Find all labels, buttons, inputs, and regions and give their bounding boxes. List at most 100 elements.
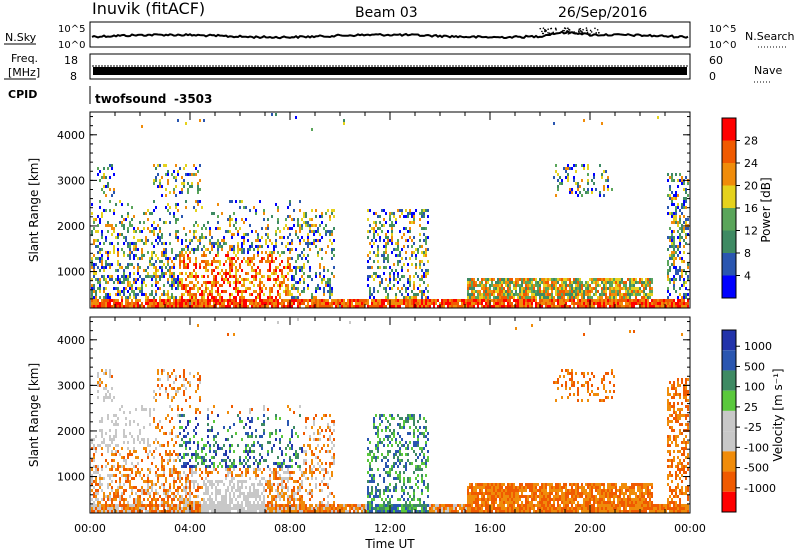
- data-cell: [113, 230, 115, 233]
- data-cell: [601, 278, 603, 281]
- data-cell: [121, 507, 123, 510]
- data-cell: [679, 293, 681, 296]
- colorbar-tick-label: 28: [744, 135, 758, 148]
- data-cell: [161, 384, 163, 387]
- data-cell: [141, 492, 143, 495]
- data-cell: [121, 299, 123, 302]
- noise-trace: [91, 27, 689, 40]
- data-cell: [229, 230, 231, 233]
- data-cell: [209, 281, 211, 284]
- data-cell: [227, 465, 229, 468]
- data-cell: [419, 212, 421, 215]
- data-cell: [207, 408, 209, 411]
- data-cell: [307, 260, 309, 263]
- data-cell: [673, 215, 675, 218]
- data-cell: [379, 215, 381, 218]
- data-cell: [275, 266, 277, 269]
- data-cell: [105, 432, 107, 435]
- data-cell: [205, 468, 207, 471]
- data-cell: [483, 293, 485, 296]
- data-cell: [159, 236, 161, 239]
- data-cell: [601, 281, 603, 284]
- data-cell: [331, 212, 333, 215]
- data-cell: [293, 218, 295, 221]
- data-cell: [145, 510, 147, 513]
- data-cell: [183, 471, 185, 474]
- data-cell: [177, 477, 179, 480]
- data-cell: [155, 471, 157, 474]
- data-cell: [181, 254, 183, 257]
- data-cell: [213, 405, 215, 408]
- data-cell: [639, 287, 641, 290]
- data-cell: [173, 296, 175, 299]
- data-cell: [159, 444, 161, 447]
- data-cell: [121, 492, 123, 495]
- data-cell: [523, 278, 525, 281]
- data-cell: [131, 263, 133, 266]
- data-cell: [515, 299, 517, 302]
- data-cell: [391, 299, 393, 302]
- data-cell: [193, 296, 195, 299]
- data-cell: [295, 296, 297, 299]
- data-cell: [109, 251, 111, 254]
- data-cell: [315, 272, 317, 275]
- data-cell: [315, 299, 317, 302]
- data-cell: [609, 302, 611, 305]
- data-cell: [133, 465, 135, 468]
- data-cell: [185, 299, 187, 302]
- data-cell: [205, 287, 207, 290]
- data-cell: [241, 218, 243, 221]
- data-cell: [421, 275, 423, 278]
- data-cell: [323, 227, 325, 230]
- data-cell: [133, 215, 135, 218]
- data-cell: [671, 200, 673, 203]
- data-cell: [211, 263, 213, 266]
- data-cell: [247, 251, 249, 254]
- data-cell: [319, 275, 321, 278]
- data-cell: [405, 296, 407, 299]
- data-cell: [597, 299, 599, 302]
- data-cell: [503, 302, 505, 305]
- data-cell: [679, 275, 681, 278]
- data-cell: [193, 251, 195, 254]
- data-cell: [295, 266, 297, 269]
- data-cell: [121, 224, 123, 227]
- data-cell: [469, 293, 471, 296]
- data-cell: [107, 417, 109, 420]
- data-cell: [133, 507, 135, 510]
- data-cell: [195, 471, 197, 474]
- data-cell: [105, 369, 107, 372]
- data-cell: [159, 230, 161, 233]
- data-cell: [179, 480, 181, 483]
- data-cell: [235, 266, 237, 269]
- data-cell: [421, 260, 423, 263]
- data-cell: [489, 287, 491, 290]
- data-cell: [283, 278, 285, 281]
- data-cell: [391, 236, 393, 239]
- data-cell: [105, 495, 107, 498]
- data-cell: [223, 501, 225, 504]
- data-cell: [367, 236, 369, 239]
- data-cell: [181, 239, 183, 242]
- data-cell: [127, 281, 129, 284]
- data-cell: [149, 293, 151, 296]
- data-cell: [325, 224, 327, 227]
- data-cell: [573, 290, 575, 293]
- data-cell: [173, 212, 175, 215]
- data-cell: [175, 504, 177, 507]
- data-cell: [181, 302, 183, 305]
- data-cell: [335, 302, 337, 305]
- data-cell: [499, 287, 501, 290]
- data-cell: [511, 296, 513, 299]
- data-cell: [507, 296, 509, 299]
- data-cell: [377, 275, 379, 278]
- data-cell: [249, 302, 251, 305]
- data-cell: [547, 281, 549, 284]
- data-cell: [213, 245, 215, 248]
- data-cell: [103, 507, 105, 510]
- data-cell: [105, 278, 107, 281]
- power-heatmap: [91, 113, 689, 308]
- data-cell: [259, 278, 261, 281]
- data-cell: [269, 290, 271, 293]
- data-cell: [469, 281, 471, 284]
